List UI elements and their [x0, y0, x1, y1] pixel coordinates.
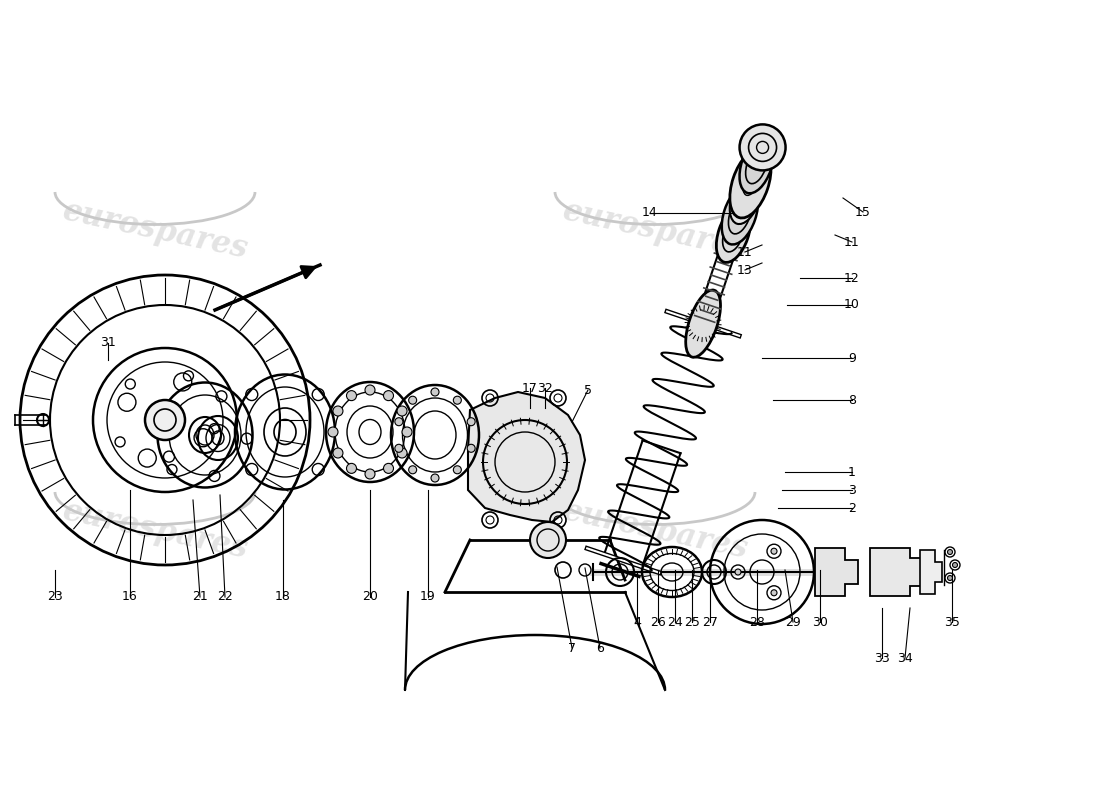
- Text: 16: 16: [122, 590, 138, 603]
- Circle shape: [397, 406, 407, 416]
- Circle shape: [384, 390, 394, 401]
- Text: 32: 32: [537, 382, 553, 394]
- Circle shape: [468, 418, 475, 426]
- Text: 10: 10: [844, 298, 860, 311]
- Text: 13: 13: [737, 263, 752, 277]
- Ellipse shape: [729, 149, 771, 218]
- Circle shape: [365, 385, 375, 395]
- Ellipse shape: [729, 171, 761, 224]
- Text: 9: 9: [848, 351, 856, 365]
- Text: 4: 4: [634, 615, 641, 629]
- Ellipse shape: [685, 290, 720, 358]
- Text: 5: 5: [584, 383, 592, 397]
- Circle shape: [145, 400, 185, 440]
- Text: 21: 21: [192, 590, 208, 603]
- Text: 23: 23: [47, 590, 63, 603]
- Ellipse shape: [722, 185, 758, 245]
- Text: eurospares: eurospares: [60, 495, 251, 565]
- Circle shape: [328, 427, 338, 437]
- Text: 34: 34: [898, 651, 913, 665]
- Text: 12: 12: [844, 271, 860, 285]
- Text: 24: 24: [667, 615, 683, 629]
- Circle shape: [947, 550, 953, 554]
- Circle shape: [365, 469, 375, 479]
- Text: 17: 17: [522, 382, 538, 394]
- Text: 2: 2: [848, 502, 856, 514]
- Circle shape: [771, 548, 777, 554]
- Circle shape: [947, 575, 953, 581]
- Text: 3: 3: [848, 483, 856, 497]
- Text: 30: 30: [812, 615, 828, 629]
- Text: 22: 22: [217, 590, 233, 603]
- Text: 27: 27: [702, 615, 718, 629]
- Circle shape: [953, 562, 957, 567]
- Text: 31: 31: [100, 337, 116, 350]
- Circle shape: [333, 448, 343, 458]
- Polygon shape: [920, 550, 942, 594]
- Text: eurospares: eurospares: [60, 195, 251, 265]
- Circle shape: [333, 406, 343, 416]
- Text: 11: 11: [844, 235, 860, 249]
- Text: 28: 28: [749, 615, 764, 629]
- Circle shape: [395, 444, 403, 452]
- Text: 7: 7: [568, 642, 576, 654]
- Circle shape: [771, 590, 777, 596]
- Circle shape: [409, 396, 417, 404]
- Polygon shape: [870, 548, 922, 596]
- Text: 33: 33: [874, 651, 890, 665]
- Circle shape: [346, 390, 356, 401]
- Text: 14: 14: [642, 206, 658, 219]
- Circle shape: [530, 522, 566, 558]
- Text: 20: 20: [362, 590, 378, 603]
- Text: 26: 26: [650, 615, 666, 629]
- Text: 15: 15: [855, 206, 871, 218]
- Circle shape: [453, 396, 461, 404]
- Circle shape: [453, 466, 461, 474]
- Text: 11: 11: [737, 246, 752, 258]
- Circle shape: [409, 466, 417, 474]
- Text: 6: 6: [596, 642, 604, 654]
- Circle shape: [397, 448, 407, 458]
- Polygon shape: [468, 392, 585, 522]
- Circle shape: [346, 463, 356, 474]
- Circle shape: [735, 569, 741, 575]
- Circle shape: [384, 463, 394, 474]
- Text: eurospares: eurospares: [560, 195, 751, 265]
- Circle shape: [739, 124, 785, 170]
- Text: eurospares: eurospares: [560, 495, 751, 565]
- Text: 25: 25: [684, 615, 700, 629]
- Circle shape: [468, 444, 475, 452]
- Ellipse shape: [716, 205, 750, 262]
- Circle shape: [402, 427, 412, 437]
- Circle shape: [431, 388, 439, 396]
- Text: 1: 1: [848, 466, 856, 478]
- Text: 19: 19: [420, 590, 436, 603]
- Circle shape: [395, 418, 403, 426]
- Text: 35: 35: [944, 615, 960, 629]
- Ellipse shape: [739, 138, 773, 194]
- Text: 29: 29: [785, 615, 801, 629]
- Text: 8: 8: [848, 394, 856, 406]
- Text: 18: 18: [275, 590, 290, 603]
- Polygon shape: [815, 548, 858, 596]
- Circle shape: [431, 474, 439, 482]
